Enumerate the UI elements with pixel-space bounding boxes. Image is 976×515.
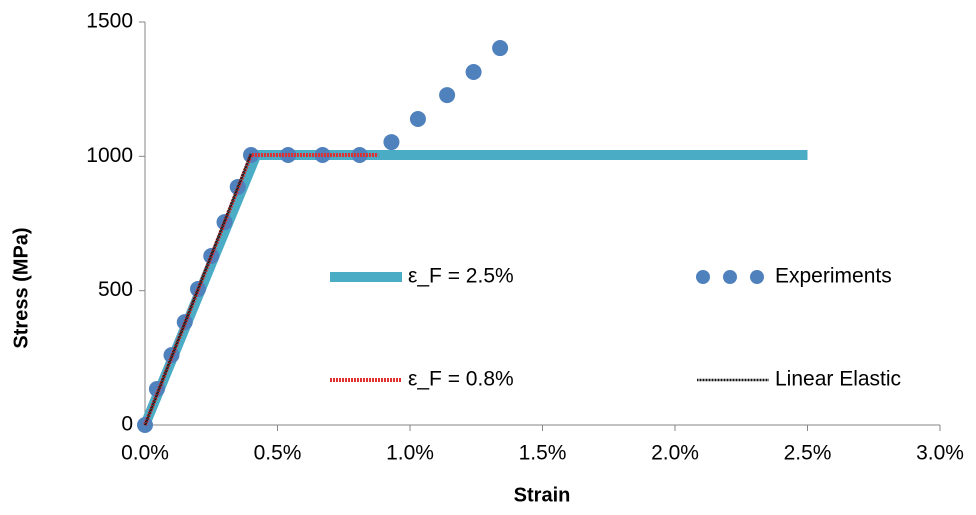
data-point	[383, 134, 400, 151]
legend-marker	[696, 270, 710, 284]
x-tick-label: 1.5%	[519, 442, 567, 465]
y-tick-label: 1500	[86, 10, 133, 33]
data-point	[492, 40, 509, 57]
series-line	[143, 153, 253, 426]
x-tick-label: 0.5%	[254, 442, 302, 465]
x-tick-label: 3.0%	[916, 442, 964, 465]
x-tick-label: 2.0%	[651, 442, 699, 465]
legend-label: Linear Elastic	[775, 368, 901, 391]
legend-marker	[750, 270, 764, 284]
x-tick-label: 2.5%	[784, 442, 832, 465]
y-tick-label: 1000	[86, 144, 133, 167]
x-axis-title: Strain	[514, 484, 571, 506]
legend-marker	[723, 270, 737, 284]
legend-label: ε_F = 0.8%	[408, 368, 514, 391]
legend-label: Experiments	[775, 265, 892, 288]
data-point	[465, 63, 482, 80]
x-tick-label: 0.0%	[121, 442, 169, 465]
data-point	[351, 146, 368, 163]
data-point	[409, 110, 426, 127]
x-tick-label: 1.0%	[386, 442, 434, 465]
y-axis-title: Stress (MPa)	[10, 227, 32, 348]
legend-label: ε_F = 2.5%	[408, 265, 514, 288]
data-point	[439, 87, 456, 104]
y-tick-label: 0	[121, 413, 133, 436]
y-tick-label: 500	[98, 278, 133, 301]
series-line	[143, 152, 379, 426]
